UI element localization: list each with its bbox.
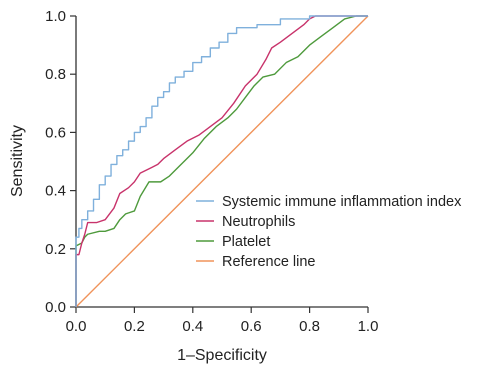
x-tick-label: 0.6 bbox=[241, 318, 262, 335]
x-tick-label: 0.8 bbox=[299, 318, 320, 335]
legend-label-neutrophils: Neutrophils bbox=[222, 214, 295, 230]
x-tick-label: 1.0 bbox=[358, 318, 379, 335]
legend: Systemic immune inflammation index Neutro… bbox=[196, 194, 462, 270]
axis-ticks: 0.0 0.2 0.4 0.6 0.8 1.0 0.0 0.2 0.4 0.6 0.8 1.0 bbox=[45, 8, 378, 335]
y-tick-label: 0.0 bbox=[45, 299, 66, 316]
legend-label-reference-line: Reference line bbox=[222, 254, 316, 270]
series-line-platelet bbox=[75, 15, 368, 307]
y-tick-label: 0.8 bbox=[45, 66, 66, 83]
y-tick-label: 0.2 bbox=[45, 241, 66, 258]
y-tick-label: 1.0 bbox=[45, 8, 66, 25]
x-tick-label: 0.2 bbox=[124, 318, 145, 335]
y-axis-title: Sensitivity bbox=[9, 125, 26, 197]
y-tick-label: 0.6 bbox=[45, 124, 66, 141]
x-tick-label: 0.0 bbox=[66, 318, 87, 335]
series-line-reference-line bbox=[75, 15, 369, 308]
series-line-neutrophils bbox=[75, 15, 368, 307]
x-axis-title: 1–Specificity bbox=[177, 347, 267, 364]
legend-label-platelet: Platelet bbox=[222, 234, 270, 250]
series-lines bbox=[75, 15, 369, 308]
y-tick-label: 0.4 bbox=[45, 183, 66, 200]
legend-label-systemic-immune-inflammation-index: Systemic immune inflammation index bbox=[222, 194, 462, 210]
series-line-systemic-immune-inflammation-index bbox=[75, 15, 368, 307]
x-tick-label: 0.4 bbox=[182, 318, 203, 335]
